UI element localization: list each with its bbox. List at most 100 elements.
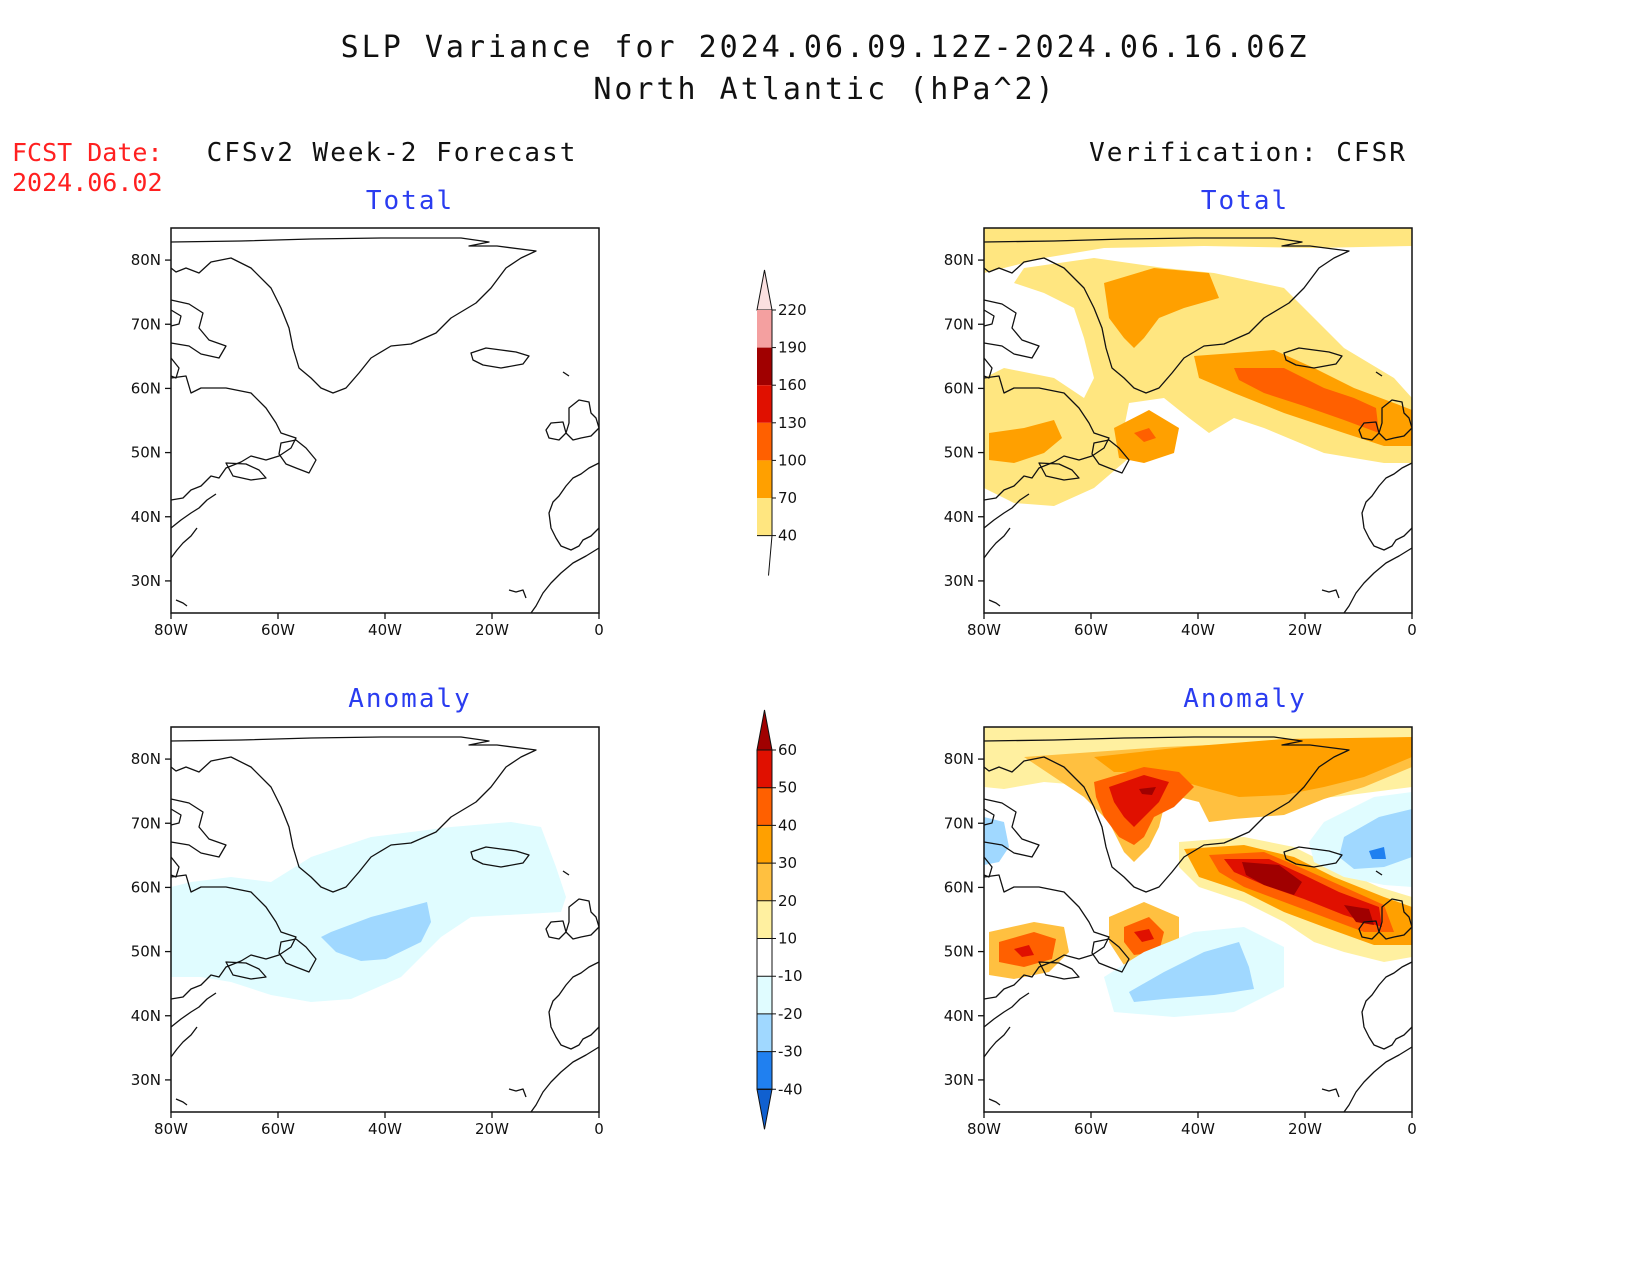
map-verification-total: 80W 60W 40W 20W 0 80N 70N 60N 50N 40N 30N (944, 227, 1417, 639)
lat-tick-label: 40N (944, 1007, 974, 1025)
colorbar-segment (757, 1013, 772, 1052)
lon-tick-label: 60W (1074, 621, 1108, 639)
colorbar-tick-label: 70 (778, 489, 797, 507)
contour-fill (171, 822, 566, 1002)
map-forecast-anomaly: 80W 60W 40W 20W 0 80N 70N 60N 50N 40N 30N (131, 726, 604, 1138)
colorbar-segment (757, 422, 772, 461)
colorbar-tick-label: 40 (778, 527, 797, 545)
lon-tick-label: 80W (154, 621, 188, 639)
lon-tick-label: 40W (368, 621, 402, 639)
map-background (171, 228, 599, 613)
forecast-date: FCST Date: 2024.06.02 (12, 138, 163, 198)
colorbar-segment (757, 460, 772, 498)
lat-tick-label: 60N (131, 878, 161, 896)
colorbar-anomaly: 60 50 40 30 20 10 -10 -20 -30 -40 (756, 709, 803, 1130)
lon-tick-label: 60W (261, 1120, 295, 1138)
colorbar-segment (757, 535, 773, 576)
lat-tick-label: 80N (131, 750, 161, 768)
colorbar-segment (756, 269, 773, 311)
lon-tick-label: 0 (1407, 621, 1417, 639)
colorbar-segment (757, 938, 772, 977)
lon-tick-label: 80W (967, 1120, 1001, 1138)
colorbar-tick-label: 30 (778, 854, 797, 872)
lat-tick-label: 40N (131, 508, 161, 526)
colorbar-tick-label: 190 (778, 339, 807, 357)
lat-tick-label: 70N (131, 315, 161, 333)
panel-title-forecast-anomaly: Anomaly (348, 684, 472, 714)
colorbar-tick-label: 20 (778, 892, 797, 910)
colorbar-tick-label: 100 (778, 451, 807, 469)
main-subtitle: North Atlantic (hPa^2) (593, 72, 1057, 107)
panel-title-verification-anomaly: Anomaly (1183, 684, 1307, 714)
axis-ticks: 80W 60W 40W 20W 0 80N 70N 60N 50N 40N 30N (944, 251, 1417, 639)
axis-ticks: 80W 60W 40W 20W 0 80N 70N 60N 50N 40N 30N (944, 750, 1417, 1138)
lat-tick-label: 30N (131, 1071, 161, 1089)
colorbar-segment (756, 709, 773, 751)
colorbar-segment (757, 1051, 772, 1090)
lon-tick-label: 60W (261, 621, 295, 639)
column-title-verification: Verification: CFSR (1089, 138, 1407, 168)
forecast-date-label: FCST Date: (12, 138, 163, 167)
lat-tick-label: 60N (131, 379, 161, 397)
colorbar-segment (757, 498, 772, 536)
colorbar-segment (756, 1088, 773, 1130)
colorbar-segment (757, 825, 772, 864)
lat-tick-label: 60N (944, 878, 974, 896)
colorbar-tick-label: 10 (778, 930, 797, 948)
colorbar-tick-label: -30 (778, 1043, 803, 1061)
lon-tick-label: 40W (1181, 1120, 1215, 1138)
forecast-date-value: 2024.06.02 (12, 168, 163, 197)
colorbar-tick-label: 60 (778, 741, 797, 759)
lat-tick-label: 30N (131, 572, 161, 590)
colorbar-tick-label: 220 (778, 301, 807, 319)
lat-tick-label: 30N (944, 572, 974, 590)
colorbar-segment (757, 310, 772, 348)
contour-fill (984, 727, 1412, 1017)
lat-tick-label: 50N (131, 444, 161, 462)
colorbar-tick-label: 130 (778, 414, 807, 432)
colorbar-tick-label: -20 (778, 1005, 803, 1023)
lon-tick-label: 80W (154, 1120, 188, 1138)
lat-tick-label: 50N (944, 943, 974, 961)
panel-title-forecast-total: Total (365, 186, 455, 216)
colorbar-segment (757, 863, 772, 901)
lon-tick-label: 20W (475, 1120, 509, 1138)
colorbar-tick-label: 40 (778, 816, 797, 834)
axis-ticks: 80W 60W 40W 20W 0 80N 70N 60N 50N 40N 30N (131, 750, 604, 1138)
colorbar-total: 220 190 160 130 100 70 40 (756, 269, 807, 576)
lat-tick-label: 70N (131, 814, 161, 832)
column-title-forecast: CFSv2 Week-2 Forecast (206, 138, 578, 168)
lon-tick-label: 0 (1407, 1120, 1417, 1138)
lat-tick-label: 80N (944, 750, 974, 768)
colorbar-segment (757, 385, 772, 423)
lon-tick-label: 40W (368, 1120, 402, 1138)
panel-title-verification-total: Total (1200, 186, 1290, 216)
lat-tick-label: 80N (944, 251, 974, 269)
lat-tick-label: 70N (944, 315, 974, 333)
colorbar-segment (757, 787, 772, 826)
lat-tick-label: 60N (944, 379, 974, 397)
lat-tick-label: 40N (131, 1007, 161, 1025)
colorbar-segment (757, 347, 772, 386)
lat-tick-label: 80N (131, 251, 161, 269)
main-title: SLP Variance for 2024.06.09.12Z-2024.06.… (340, 30, 1310, 65)
map-verification-anomaly: 80W 60W 40W 20W 0 80N 70N 60N 50N 40N 30N (944, 726, 1417, 1138)
axis-ticks: 80W 60W 40W 20W 0 80N 70N 60N 50N 40N 30N (131, 251, 604, 639)
colorbar-segment (757, 900, 772, 939)
lon-tick-label: 20W (475, 621, 509, 639)
lon-tick-label: 40W (1181, 621, 1215, 639)
lat-tick-label: 50N (131, 943, 161, 961)
lon-tick-label: 60W (1074, 1120, 1108, 1138)
lat-tick-label: 30N (944, 1071, 974, 1089)
colorbar-tick-label: -10 (778, 967, 803, 985)
lon-tick-label: 0 (594, 1120, 604, 1138)
colorbar-segment (757, 750, 772, 788)
lon-tick-label: 80W (967, 621, 1001, 639)
contour-fill (984, 228, 1412, 506)
colorbar-tick-label: -40 (778, 1080, 803, 1098)
lon-tick-label: 0 (594, 621, 604, 639)
lat-tick-label: 50N (944, 444, 974, 462)
lat-tick-label: 40N (944, 508, 974, 526)
colorbar-tick-label: 160 (778, 376, 807, 394)
colorbar-tick-label: 50 (778, 779, 797, 797)
